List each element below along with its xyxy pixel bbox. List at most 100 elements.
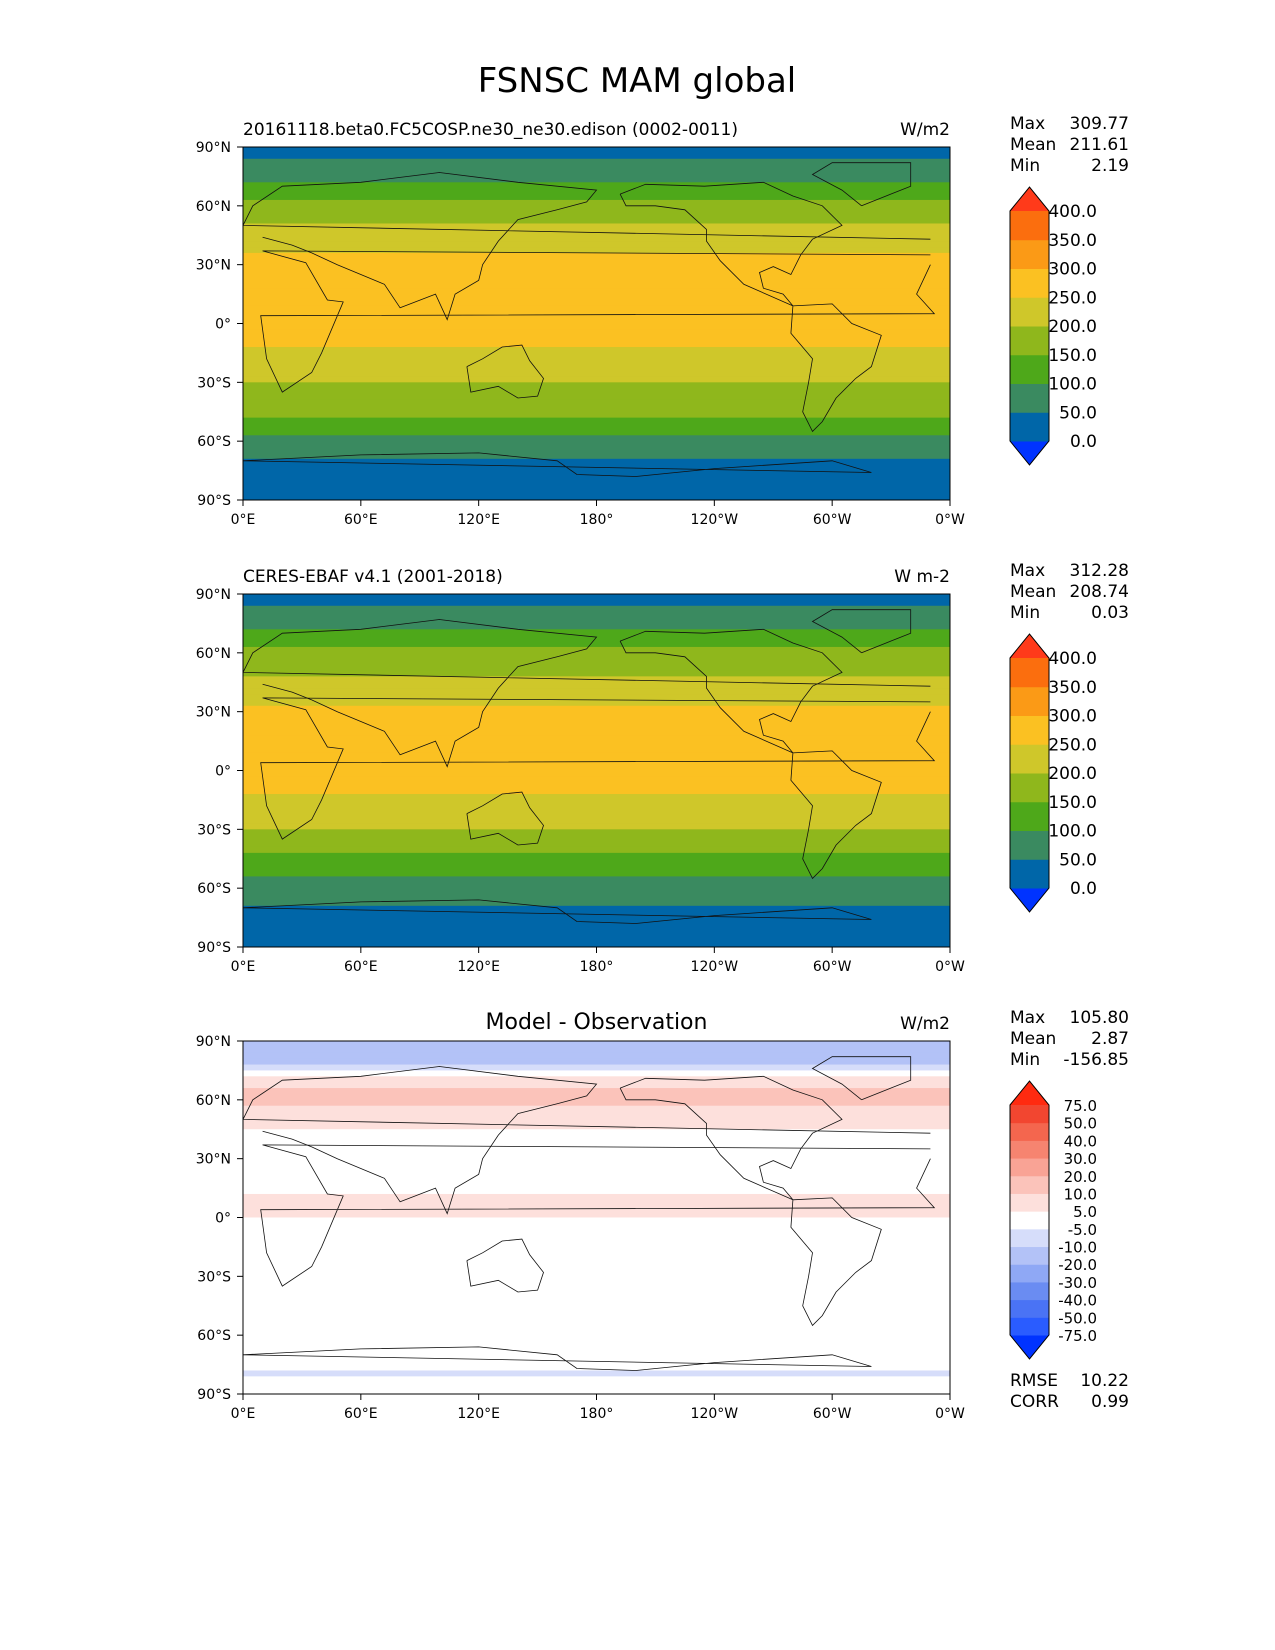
lat-band: [243, 705, 950, 713]
y-tick-label: 0°: [215, 764, 231, 780]
lat-band: [243, 905, 950, 913]
colorbar-swatch: [1010, 1264, 1049, 1283]
x-tick-label: 60°E: [344, 1406, 378, 1422]
colorbar-swatch: [1010, 773, 1049, 803]
lat-band: [243, 941, 950, 947]
lat-band: [243, 458, 950, 466]
x-tick-label: 180°: [580, 512, 614, 528]
lat-band: [243, 917, 950, 925]
stat-max-label: Max: [1010, 1008, 1045, 1028]
y-tick-label: 30°N: [196, 1152, 231, 1168]
lat-band: [243, 470, 950, 478]
lat-band: [243, 1088, 950, 1095]
lat-band: [243, 1370, 950, 1377]
lat-band: [243, 1235, 950, 1242]
map-panel-3: 0°E 60°E 120°E 180° 120°W 60°W 0°W 90°N 60°N 30°N…: [196, 1008, 1129, 1422]
colorbar-tick-label: 100.0: [1048, 375, 1097, 395]
lat-band: [243, 1246, 950, 1254]
lat-band: [243, 382, 950, 389]
map-field: [243, 147, 950, 500]
lat-band: [243, 717, 950, 725]
lat-band: [243, 235, 950, 242]
lat-band: [243, 399, 950, 407]
colorbar-tick-label: -5.0: [1068, 1221, 1097, 1239]
map-field: [243, 1041, 950, 1394]
lat-band: [243, 1176, 950, 1183]
colorbar-extend-min: [1010, 441, 1049, 465]
stat-mean-label: Mean: [1010, 1029, 1056, 1049]
stat-max-value: 312.28: [1070, 561, 1129, 581]
colorbar-tick-label: 50.0: [1064, 1115, 1097, 1133]
lat-band: [243, 864, 950, 872]
lat-band: [243, 370, 950, 378]
x-tick-label: 120°E: [457, 512, 500, 528]
lat-band: [243, 476, 950, 483]
coastline-path: [243, 172, 931, 321]
colorbar-tick-label: 50.0: [1059, 403, 1097, 423]
lat-band: [243, 646, 950, 654]
lat-band: [243, 835, 950, 842]
stat-corr-label: CORR: [1010, 1392, 1059, 1412]
stat-mean-label: Mean: [1010, 135, 1056, 155]
lat-band: [243, 682, 950, 689]
x-tick-label: 180°: [580, 959, 614, 975]
y-tick-label: 90°S: [197, 940, 231, 956]
coastlines: [243, 609, 936, 924]
lat-band: [243, 429, 950, 436]
x-tick-label: 120°E: [457, 1406, 500, 1422]
x-tick-label: 120°W: [691, 1406, 739, 1422]
lat-band: [243, 782, 950, 789]
lat-band: [243, 1158, 950, 1166]
coastline-path: [619, 1075, 843, 1201]
colorbar-extend-min: [1010, 1335, 1049, 1359]
stat-min-value: 2.19: [1091, 156, 1129, 176]
lat-band: [243, 823, 950, 830]
y-tick-label: 60°S: [197, 1328, 231, 1344]
lat-band: [243, 741, 950, 748]
lat-band: [243, 394, 950, 401]
lat-band: [243, 205, 950, 213]
lat-band: [243, 929, 950, 936]
coastline-path: [790, 750, 882, 880]
lat-band: [243, 494, 950, 500]
x-tick-label: 60°E: [344, 512, 378, 528]
colorbar-swatch: [1010, 1246, 1049, 1265]
colorbar-swatch: [1010, 1105, 1049, 1124]
colorbar: 0.0 50.0 100.0 150.0 200.0 250.0 300.0 350.0 400…: [1009, 186, 1097, 466]
colorbar-tick-label: -10.0: [1058, 1239, 1097, 1257]
coastline-path: [811, 609, 912, 654]
colorbar-swatch: [1010, 297, 1049, 327]
lat-band: [243, 599, 950, 607]
lat-band: [243, 1317, 950, 1324]
lat-band: [243, 1170, 950, 1177]
stat-max-value: 105.80: [1070, 1008, 1129, 1028]
colorbar-tick-label: -50.0: [1058, 1309, 1097, 1327]
y-tick-label: 90°S: [197, 1387, 231, 1403]
x-tick-label: 60°E: [344, 959, 378, 975]
lat-band: [243, 188, 950, 195]
colorbar: -75.0-50.0-40.0-30.0-20.0-10.0-5.05.010.…: [1009, 1080, 1097, 1360]
y-tick-label: 60°N: [196, 646, 231, 662]
lat-band: [243, 1058, 950, 1066]
coastline-path: [466, 791, 544, 846]
colorbar-tick-label: 100.0: [1048, 822, 1097, 842]
stat-min-label: Min: [1010, 1050, 1040, 1070]
colorbar-swatch: [1010, 1122, 1049, 1141]
colorbar-tick-label: 150.0: [1048, 793, 1097, 813]
lat-band: [243, 817, 950, 825]
lat-band: [243, 1182, 950, 1189]
lat-band: [243, 317, 950, 325]
x-tick-label: 120°E: [457, 959, 500, 975]
lat-band: [243, 1311, 950, 1319]
lat-band: [243, 1052, 950, 1060]
lat-band: [243, 1329, 950, 1336]
lat-band: [243, 1076, 950, 1083]
lat-band: [243, 1305, 950, 1313]
lat-band: [243, 299, 950, 307]
lat-band: [243, 341, 950, 348]
x-tick-label: 0°E: [231, 959, 256, 975]
figure-title: FSNSC MAM global: [478, 61, 797, 101]
lat-band: [243, 1341, 950, 1348]
coastlines: [243, 1056, 936, 1371]
lat-band: [243, 223, 950, 230]
